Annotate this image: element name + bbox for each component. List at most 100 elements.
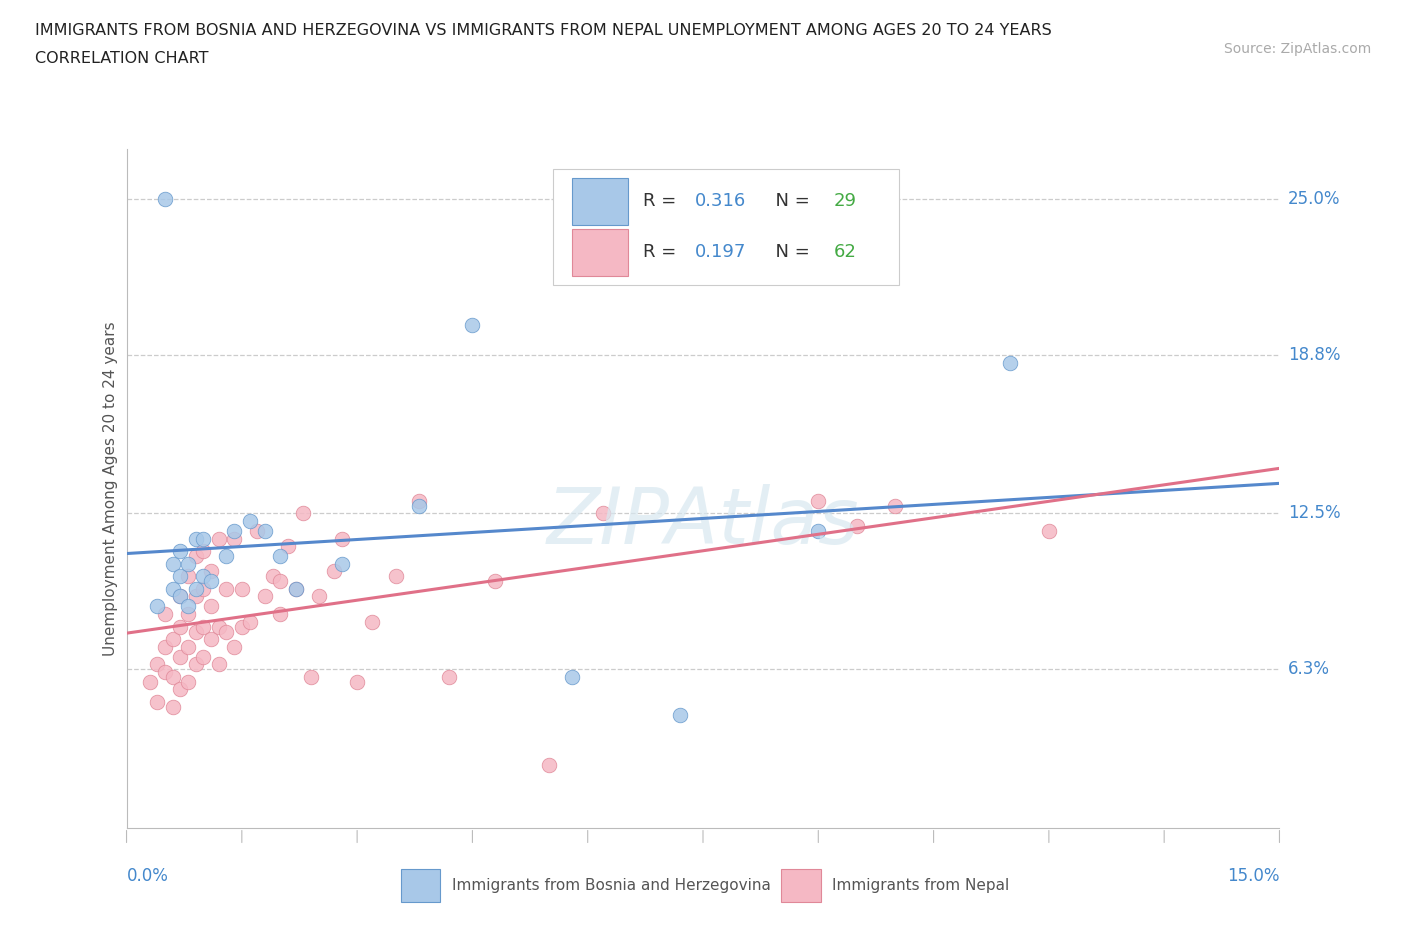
Point [330, 531, 353, 546]
Point [384, 569, 406, 584]
Point [153, 606, 176, 621]
Point [215, 624, 238, 639]
Text: 62: 62 [834, 244, 856, 261]
Point [484, 574, 506, 589]
Text: 25.0%: 25.0% [1288, 190, 1340, 208]
Text: Source: ZipAtlas.com: Source: ZipAtlas.com [1223, 42, 1371, 56]
Point [224, 531, 246, 546]
Text: 0.197: 0.197 [695, 244, 747, 261]
Point [184, 549, 207, 564]
Point [184, 624, 207, 639]
Point [231, 581, 253, 596]
Point [284, 581, 307, 596]
Point [208, 619, 231, 634]
Point [215, 549, 238, 564]
Point [177, 556, 200, 571]
Point [215, 581, 238, 596]
Point [177, 674, 200, 689]
Point [200, 574, 222, 589]
Point [346, 674, 368, 689]
FancyBboxPatch shape [553, 169, 898, 285]
Point [253, 524, 276, 538]
Point [193, 619, 215, 634]
Point [361, 614, 384, 629]
Point [262, 569, 284, 584]
Point [153, 639, 176, 654]
Point [238, 513, 260, 528]
FancyBboxPatch shape [401, 869, 440, 902]
Point [845, 519, 868, 534]
Point [169, 569, 191, 584]
Point [408, 494, 430, 509]
Text: ZIPAtlas: ZIPAtlas [547, 485, 859, 560]
Point [184, 589, 207, 604]
Point [208, 657, 231, 671]
Text: 18.8%: 18.8% [1288, 346, 1340, 364]
Point [231, 619, 253, 634]
Text: N =: N = [763, 193, 815, 210]
Point [146, 599, 169, 614]
Point [177, 569, 200, 584]
Point [193, 649, 215, 664]
Point [169, 589, 191, 604]
Point [269, 574, 291, 589]
Text: 29: 29 [834, 193, 856, 210]
Point [153, 192, 176, 206]
Point [1000, 355, 1022, 370]
Point [146, 657, 169, 671]
Point [408, 498, 430, 513]
Point [177, 606, 200, 621]
Point [184, 581, 207, 596]
Point [884, 498, 907, 513]
Point [269, 606, 291, 621]
Point [138, 674, 160, 689]
Text: 0.316: 0.316 [695, 193, 747, 210]
Point [153, 664, 176, 679]
Point [538, 757, 561, 772]
Text: Immigrants from Bosnia and Herzegovina: Immigrants from Bosnia and Herzegovina [451, 878, 770, 893]
Text: CORRELATION CHART: CORRELATION CHART [35, 51, 208, 66]
Point [323, 564, 346, 578]
Point [177, 639, 200, 654]
Point [146, 695, 169, 710]
Text: 15.0%: 15.0% [1227, 867, 1279, 884]
Y-axis label: Unemployment Among Ages 20 to 24 years: Unemployment Among Ages 20 to 24 years [103, 321, 118, 656]
Point [162, 556, 184, 571]
Point [184, 657, 207, 671]
FancyBboxPatch shape [572, 229, 628, 275]
Point [292, 506, 315, 521]
Point [169, 589, 191, 604]
Point [193, 581, 215, 596]
Point [169, 619, 191, 634]
Point [162, 699, 184, 714]
Point [807, 524, 830, 538]
Point [669, 707, 692, 722]
Point [807, 494, 830, 509]
Point [299, 670, 322, 684]
Point [277, 538, 299, 553]
Point [169, 649, 191, 664]
Point [461, 317, 484, 332]
Point [169, 682, 191, 697]
Point [177, 599, 200, 614]
Point [246, 524, 269, 538]
Point [330, 556, 353, 571]
Text: 12.5%: 12.5% [1288, 504, 1340, 523]
Text: N =: N = [763, 244, 815, 261]
Point [269, 549, 291, 564]
Point [284, 581, 307, 596]
Point [162, 631, 184, 646]
Point [208, 531, 231, 546]
Point [561, 670, 583, 684]
Text: 6.3%: 6.3% [1288, 660, 1330, 678]
Point [193, 569, 215, 584]
Point [224, 524, 246, 538]
Point [162, 670, 184, 684]
Text: R =: R = [643, 244, 682, 261]
Point [200, 564, 222, 578]
Point [184, 531, 207, 546]
FancyBboxPatch shape [782, 869, 821, 902]
Point [253, 589, 276, 604]
Point [224, 639, 246, 654]
Point [169, 544, 191, 559]
